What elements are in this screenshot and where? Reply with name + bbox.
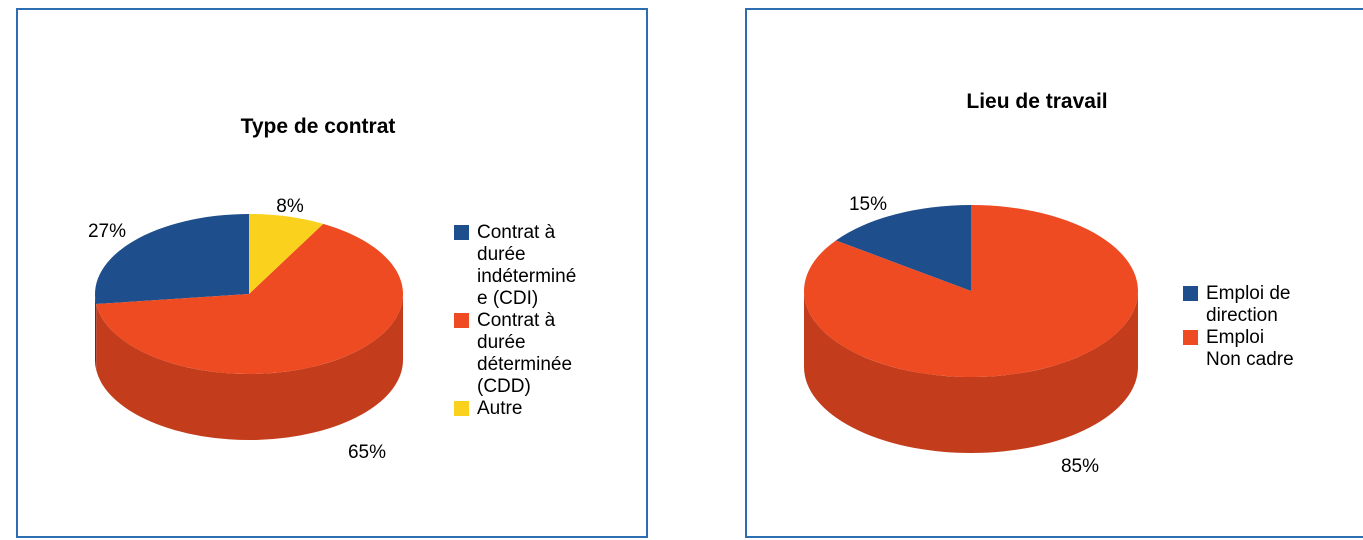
pie-slice-1 xyxy=(96,223,404,374)
legend-swatch-cdd xyxy=(454,313,469,328)
legend-item-autre: Autre xyxy=(454,398,644,420)
legend-label-non-cadre: Emploi Non cadre xyxy=(1206,327,1294,370)
legend-swatch-autre xyxy=(454,401,469,416)
pie-slice-0 xyxy=(835,205,971,291)
pie-data-label-0: 15% xyxy=(849,194,887,215)
pie-slice-1 xyxy=(804,205,1138,377)
legend-item-direction: Emploi de direction xyxy=(1183,283,1363,327)
chart-title: Lieu de travail xyxy=(966,90,1108,113)
legend-swatch-direction xyxy=(1183,286,1198,301)
pie-side-1 xyxy=(96,294,404,441)
chart-panel-type-de-contrat: Type de contrat 27% 65% 8% Contrat à durée… xyxy=(16,8,648,538)
chart-legend: Emploi de direction Emploi Non cadre xyxy=(1183,283,1363,371)
chart-title: Type de contrat xyxy=(240,115,396,138)
legend-label-cdi: Contrat à durée indéterminé e (CDI) xyxy=(477,222,577,309)
pie-data-label-2: 8% xyxy=(276,196,304,217)
pie-data-label-0: 27% xyxy=(88,221,126,242)
legend-label-cdd: Contrat à durée déterminée (CDD) xyxy=(477,310,573,397)
legend-label-direction: Emploi de direction xyxy=(1206,283,1291,326)
pie-data-label-1: 85% xyxy=(1061,456,1099,477)
legend-item-cdd: Contrat à durée déterminée (CDD) xyxy=(454,310,644,398)
pie-slice-2 xyxy=(249,214,324,294)
legend-item-cdi: Contrat à durée indéterminé e (CDI) xyxy=(454,222,644,310)
pie-chart-type-de-contrat: 27% 65% 8% xyxy=(88,196,404,463)
pie-chart-lieu-de-travail: 15% 85% xyxy=(804,194,1138,477)
chart-panel-lieu-de-travail: Lieu de travail 15% 85% Emploi de directi… xyxy=(745,8,1363,538)
legend-swatch-cdi xyxy=(454,225,469,240)
pie-data-label-1: 65% xyxy=(348,442,386,463)
chart-legend: Contrat à durée indéterminé e (CDI) Cont… xyxy=(454,222,644,420)
pie-side-0 xyxy=(95,294,97,371)
legend-item-non-cadre: Emploi Non cadre xyxy=(1183,327,1363,371)
legend-swatch-non-cadre xyxy=(1183,330,1198,345)
pie-side-1 xyxy=(804,291,1138,453)
pie-slice-0 xyxy=(94,214,249,305)
legend-label-autre: Autre xyxy=(477,398,523,419)
